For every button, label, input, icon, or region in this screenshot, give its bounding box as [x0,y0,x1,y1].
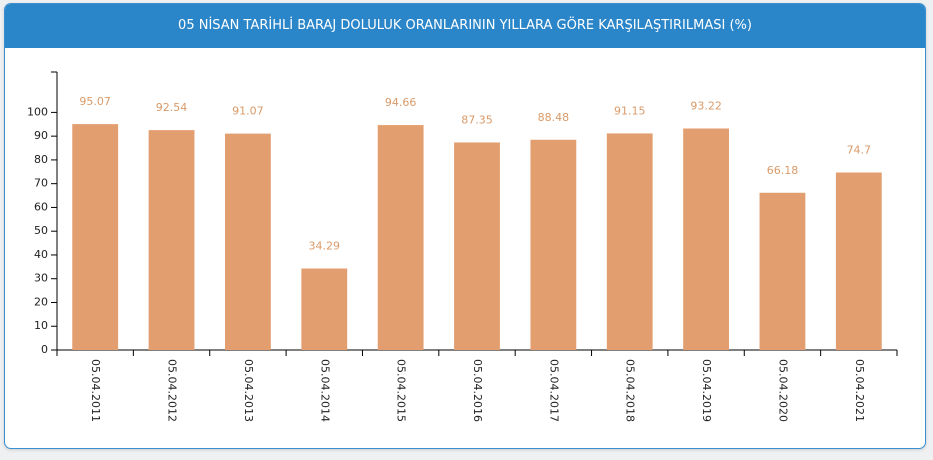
x-tick-label: 05.04.2018 [624,359,637,422]
x-tick-label: 05.04.2016 [471,359,484,422]
x-tick-label: 05.04.2015 [395,359,408,422]
x-tick-label: 05.04.2021 [853,359,866,422]
bar [72,124,119,350]
y-tick-label: 20 [34,295,48,308]
y-tick-label: 90 [34,129,48,142]
value-label: 91.07 [232,105,264,118]
bar [301,268,348,350]
y-tick-label: 50 [34,224,48,237]
y-tick-label: 80 [34,153,48,166]
value-label: 74.7 [847,144,872,157]
bar [835,172,882,350]
y-tick-label: 40 [34,248,48,261]
value-label: 94.66 [385,96,417,109]
x-tick-label: 05.04.2012 [166,359,179,422]
x-tick-label: 05.04.2011 [89,359,102,422]
x-tick-label: 05.04.2017 [547,359,560,422]
value-label: 34.29 [309,240,341,253]
value-label: 91.15 [614,104,646,117]
y-tick-label: 10 [34,319,48,332]
chart-title: 05 NİSAN TARİHLİ BARAJ DOLULUK ORANLARIN… [5,4,925,48]
value-label: 88.48 [538,111,570,124]
value-label: 87.35 [461,113,493,126]
x-tick-label: 05.04.2013 [242,359,255,422]
value-label: 66.18 [767,164,799,177]
y-tick-label: 0 [41,343,48,356]
y-tick-label: 70 [34,177,48,190]
bar [606,133,653,350]
bar [759,192,806,350]
y-tick-label: 100 [27,105,48,118]
bar [225,133,271,350]
y-tick-label: 60 [34,200,48,213]
value-label: 92.54 [156,101,188,114]
value-label: 95.07 [79,95,111,108]
x-tick-label: 05.04.2014 [318,359,331,422]
x-tick-label: 05.04.2020 [776,359,789,422]
bar [530,139,577,350]
bar [148,130,195,350]
bar [377,125,424,351]
x-tick-label: 05.04.2019 [700,359,713,422]
value-label: 93.22 [690,100,722,113]
bar [454,142,500,350]
bar [683,128,729,350]
y-tick-label: 30 [34,272,48,285]
